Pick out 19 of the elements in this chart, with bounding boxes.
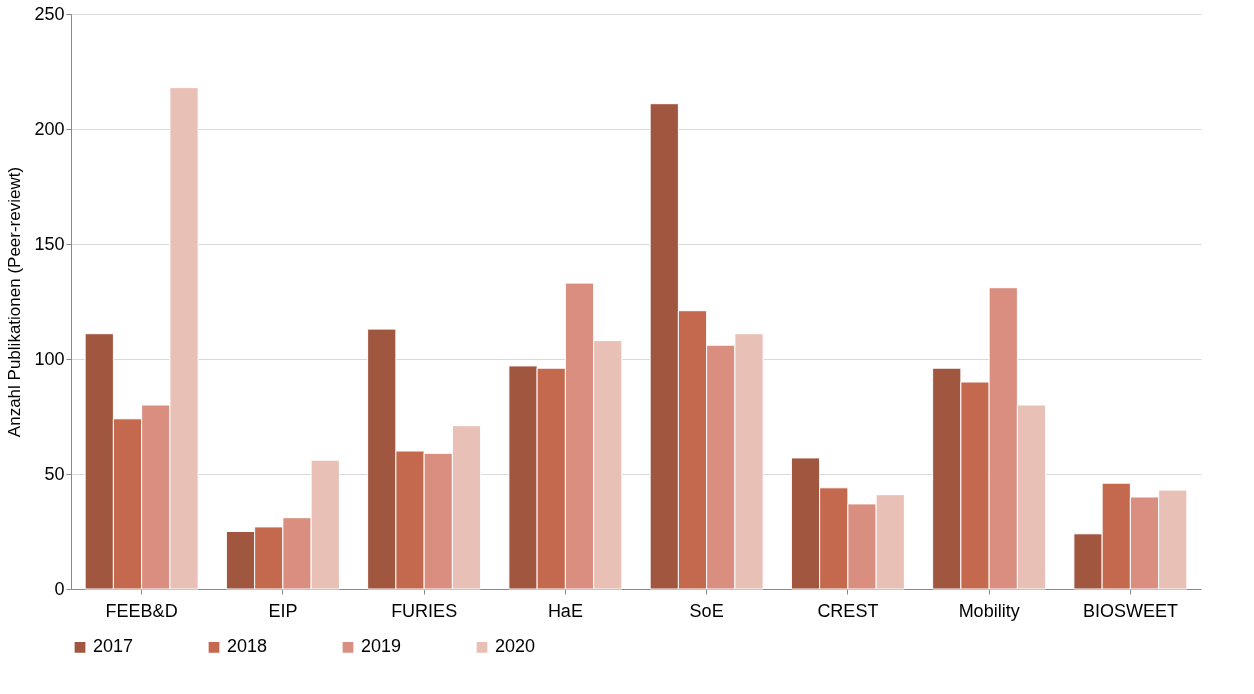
x-tick-label: CREST bbox=[817, 600, 879, 621]
x-tick-label: FURIES bbox=[391, 600, 458, 621]
x-tick-label: SoE bbox=[689, 600, 724, 621]
legend-label: 2020 bbox=[495, 636, 536, 657]
legend-label: 2017 bbox=[93, 636, 134, 657]
x-tick-label: EIP bbox=[268, 600, 298, 621]
x-tick-label: BIOSWEET bbox=[1082, 600, 1178, 621]
x-tick-label: HaE bbox=[547, 600, 583, 621]
y-axis-title: Anzahl Publikationen (Peer-reviewt) bbox=[5, 166, 25, 438]
y-tick-label: 0 bbox=[54, 578, 65, 599]
x-tick-label: FEEB&D bbox=[105, 600, 178, 621]
y-tick-label: 50 bbox=[44, 463, 65, 484]
y-tick-label: 200 bbox=[34, 118, 65, 139]
y-tick-label: 100 bbox=[34, 348, 65, 369]
legend-label: 2018 bbox=[227, 636, 268, 657]
legend-label: 2019 bbox=[361, 636, 402, 657]
y-tick-label: 150 bbox=[34, 233, 65, 254]
y-tick-label: 250 bbox=[34, 3, 65, 24]
x-tick-label: Mobility bbox=[958, 600, 1020, 621]
